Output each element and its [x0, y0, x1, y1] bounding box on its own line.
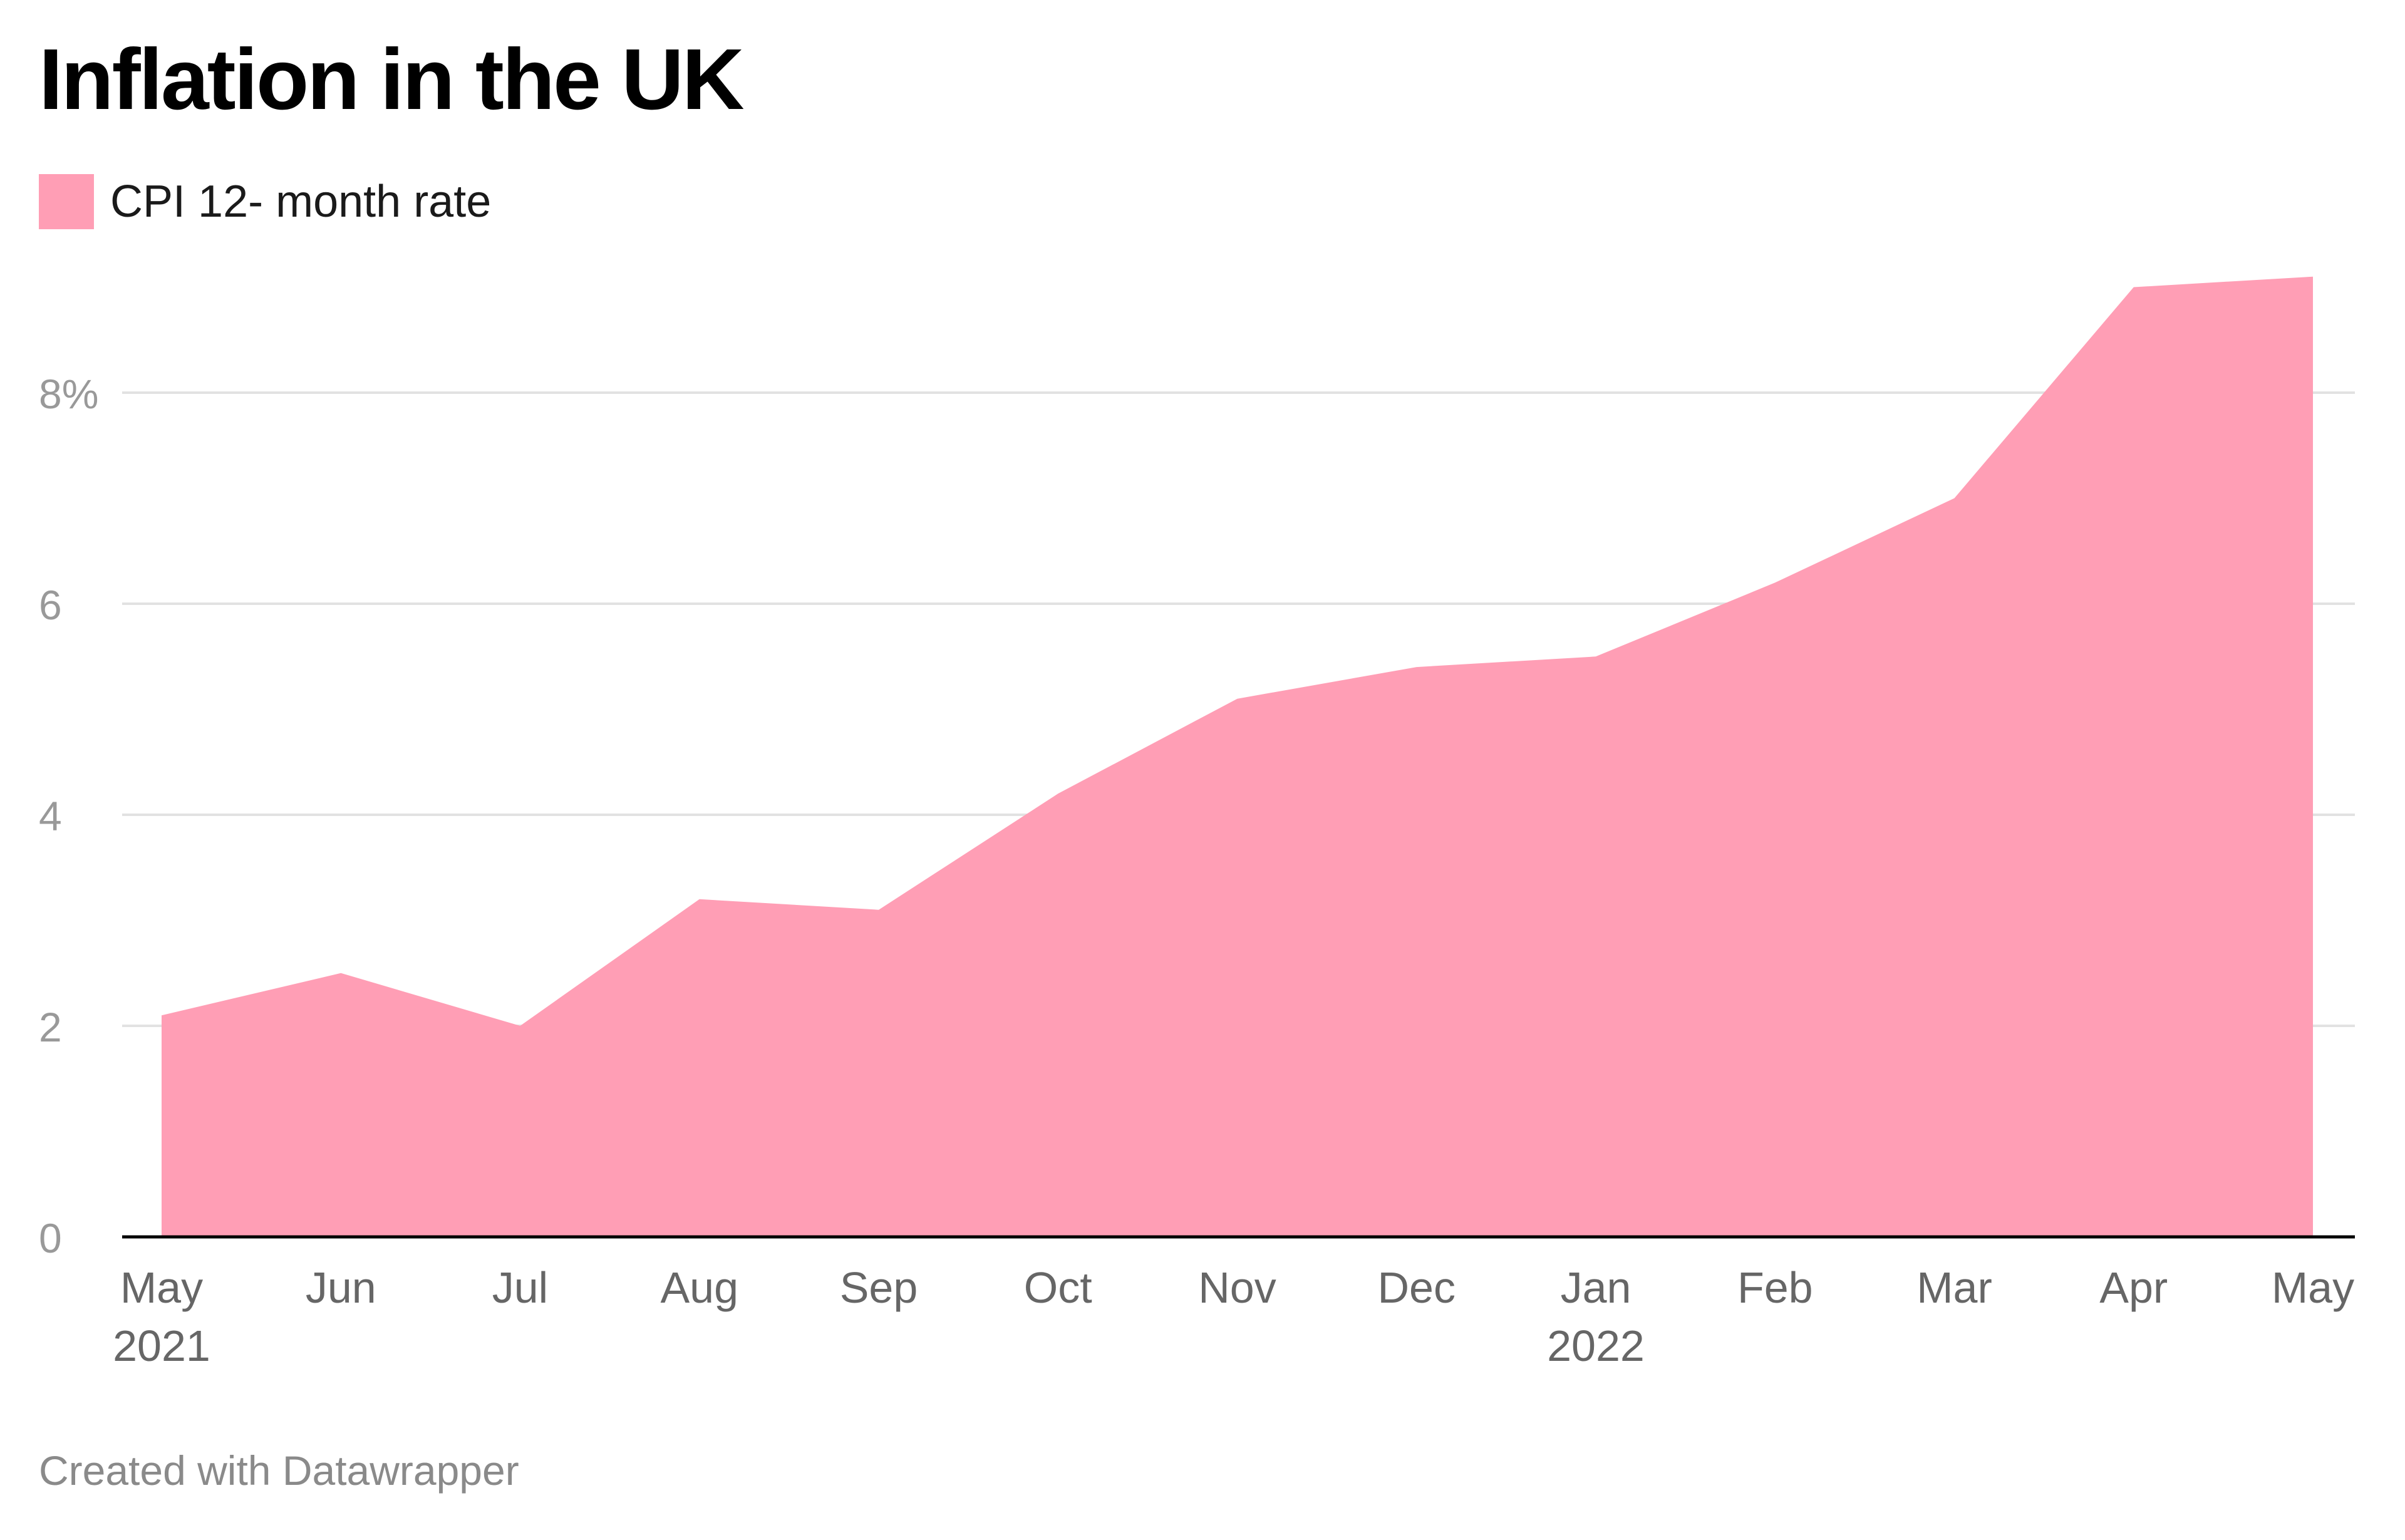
y-tick-label: 8%: [39, 371, 98, 417]
area-series: [162, 276, 2313, 1238]
legend-label: CPI 12- month rate: [110, 177, 492, 227]
y-tick-label: 4: [39, 793, 62, 839]
y-tick-label: 0: [39, 1215, 62, 1261]
x-tick-month: May: [2272, 1263, 2354, 1312]
x-tick-month: Mar: [1916, 1263, 1992, 1312]
footer-credit: Created with Datawrapper: [39, 1447, 519, 1494]
x-tick-month: Oct: [1024, 1263, 1092, 1312]
y-tick-label: 2: [39, 1004, 62, 1050]
legend-swatch: [39, 174, 94, 229]
x-tick-year: 2022: [1547, 1321, 1645, 1370]
cpi-area: [162, 276, 2313, 1238]
x-tick-month: Jul: [492, 1263, 548, 1312]
x-tick-month: Aug: [660, 1263, 738, 1312]
x-tick-month: Dec: [1378, 1263, 1456, 1312]
x-tick-month: Jun: [306, 1263, 376, 1312]
x-axis-tick-labels: May 2021 Jun Jul Aug Sep Oct Nov Dec Jan 2022 Feb Ma…: [113, 1263, 2354, 1370]
x-tick-month: Feb: [1737, 1263, 1813, 1312]
legend: CPI 12- month rate: [39, 174, 491, 229]
x-tick-month: Sep: [840, 1263, 918, 1312]
x-tick-year: 2021: [113, 1321, 210, 1370]
x-tick-month: Apr: [2099, 1263, 2168, 1312]
y-axis-tick-labels: 0 2 4 6 8%: [39, 371, 98, 1261]
y-tick-label: 6: [39, 582, 62, 628]
x-tick-month: May: [120, 1263, 203, 1312]
x-tick-month: Jan: [1561, 1263, 1632, 1312]
x-tick-month: Nov: [1198, 1263, 1276, 1312]
chart-title: Inflation in the UK: [39, 31, 745, 128]
